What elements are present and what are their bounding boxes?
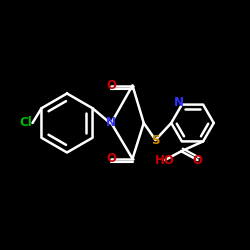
Text: O: O bbox=[106, 79, 116, 92]
Text: Cl: Cl bbox=[20, 116, 32, 130]
Text: N: N bbox=[106, 116, 116, 130]
Text: O: O bbox=[106, 152, 116, 165]
Text: S: S bbox=[151, 134, 160, 146]
Text: O: O bbox=[192, 154, 202, 166]
Text: HO: HO bbox=[155, 154, 175, 166]
Text: N: N bbox=[174, 96, 184, 108]
